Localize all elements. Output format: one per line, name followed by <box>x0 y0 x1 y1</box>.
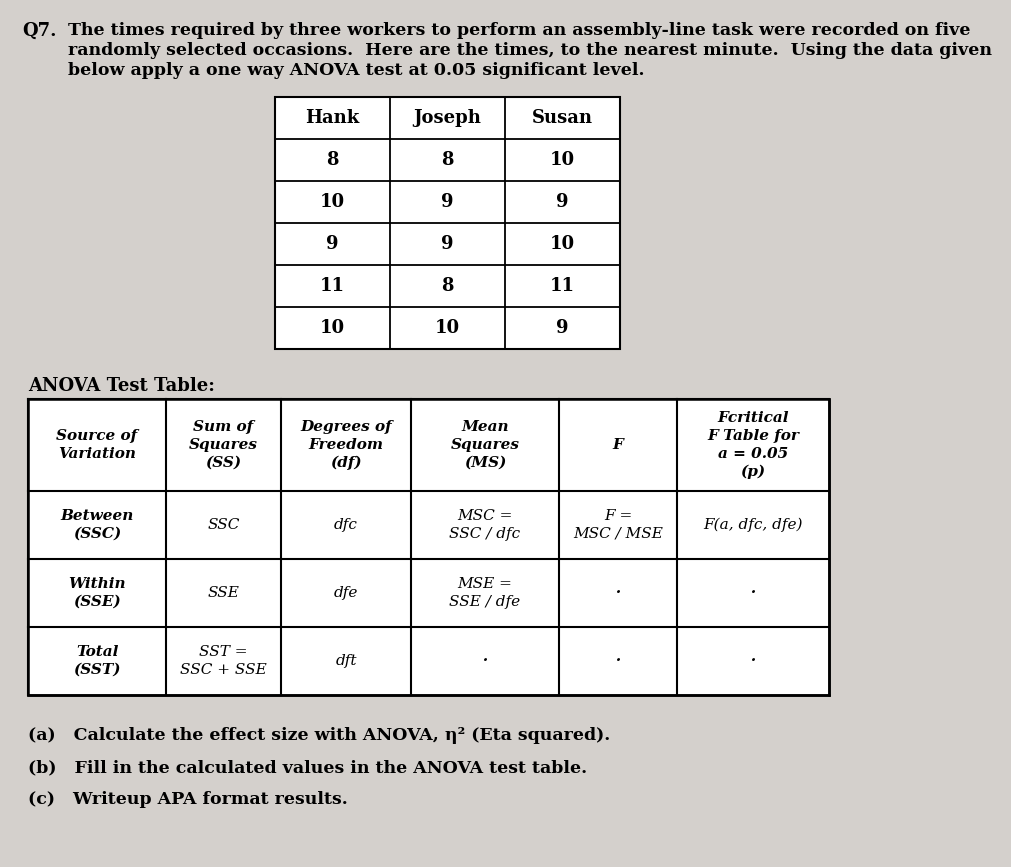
Text: ·: · <box>749 650 756 672</box>
Text: 9: 9 <box>556 319 569 337</box>
Text: 8: 8 <box>441 277 454 295</box>
Text: MSE =
SSE / dfe: MSE = SSE / dfe <box>450 577 521 609</box>
Text: SST =
SSC + SSE: SST = SSC + SSE <box>180 645 267 677</box>
Text: 10: 10 <box>550 151 575 169</box>
Text: dfe: dfe <box>334 586 358 600</box>
Text: 10: 10 <box>319 319 345 337</box>
Text: F(a, dfc, dfe): F(a, dfc, dfe) <box>704 518 803 532</box>
Text: ANOVA Test Table:: ANOVA Test Table: <box>28 377 215 395</box>
Text: 10: 10 <box>319 193 345 211</box>
Text: dfc: dfc <box>334 518 358 532</box>
Text: Mean
Squares
(MS): Mean Squares (MS) <box>451 420 520 470</box>
Text: ·: · <box>481 650 488 672</box>
Text: Joseph: Joseph <box>413 109 481 127</box>
Text: SSC: SSC <box>207 518 240 532</box>
Text: randomly selected occasions.  Here are the times, to the nearest minute.  Using : randomly selected occasions. Here are th… <box>68 42 992 59</box>
Text: 9: 9 <box>441 235 454 253</box>
Text: 11: 11 <box>550 277 575 295</box>
Text: ·: · <box>749 582 756 604</box>
Bar <box>28 399 829 695</box>
Text: Susan: Susan <box>532 109 593 127</box>
Text: Fcritical
F Table for
a = 0.05
(p): Fcritical F Table for a = 0.05 (p) <box>707 411 799 479</box>
Text: Between
(SSC): Between (SSC) <box>61 509 133 541</box>
Text: F =
MSC / MSE: F = MSC / MSE <box>573 509 663 541</box>
Text: F: F <box>613 438 624 452</box>
Text: 8: 8 <box>327 151 339 169</box>
Text: 9: 9 <box>441 193 454 211</box>
Text: 8: 8 <box>441 151 454 169</box>
Text: (c)   Writeup APA format results.: (c) Writeup APA format results. <box>28 791 348 808</box>
Text: 11: 11 <box>320 277 345 295</box>
Text: Source of
Variation: Source of Variation <box>57 429 137 461</box>
Text: (b)   Fill in the calculated values in the ANOVA test table.: (b) Fill in the calculated values in the… <box>28 759 587 776</box>
Text: The times required by three workers to perform an assembly-line task were record: The times required by three workers to p… <box>68 22 971 39</box>
Text: ·: · <box>615 582 622 604</box>
Text: 9: 9 <box>556 193 569 211</box>
Text: dft: dft <box>336 654 357 668</box>
Text: Q7.: Q7. <box>22 22 57 40</box>
Text: MSC =
SSC / dfc: MSC = SSC / dfc <box>450 509 521 541</box>
Text: 9: 9 <box>327 235 339 253</box>
Text: SSE: SSE <box>207 586 240 600</box>
Text: ·: · <box>615 650 622 672</box>
Text: Sum of
Squares
(SS): Sum of Squares (SS) <box>189 420 258 470</box>
Text: Within
(SSE): Within (SSE) <box>68 577 125 609</box>
Bar <box>275 97 620 349</box>
Text: 10: 10 <box>435 319 460 337</box>
Text: Total
(SST): Total (SST) <box>73 645 120 677</box>
Text: 10: 10 <box>550 235 575 253</box>
Text: below apply a one way ANOVA test at 0.05 significant level.: below apply a one way ANOVA test at 0.05… <box>68 62 644 79</box>
Text: Degrees of
Freedom
(df): Degrees of Freedom (df) <box>300 420 392 470</box>
Text: (a)   Calculate the effect size with ANOVA, η² (Eta squared).: (a) Calculate the effect size with ANOVA… <box>28 727 611 744</box>
Text: Hank: Hank <box>305 109 360 127</box>
